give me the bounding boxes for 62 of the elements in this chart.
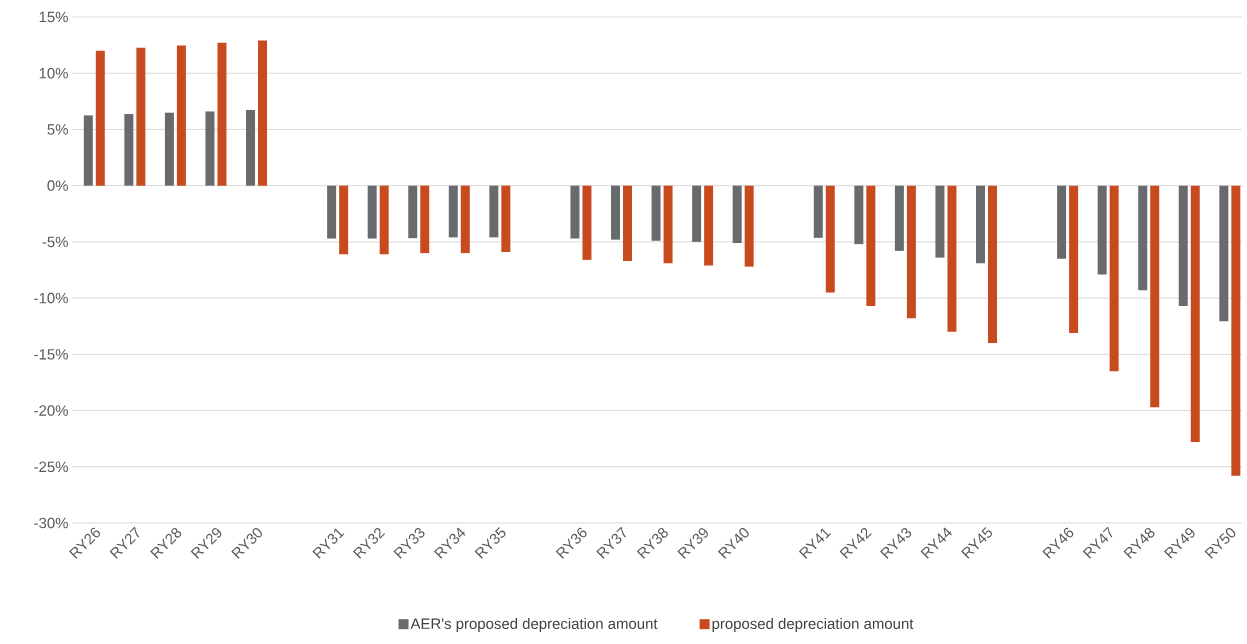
bar: [570, 185, 580, 239]
bar: [1069, 185, 1079, 333]
bar: [367, 185, 377, 239]
bar: [582, 185, 592, 260]
bar: [854, 185, 864, 245]
bar: [136, 47, 146, 186]
y-tick-label: -5%: [42, 236, 68, 248]
legend-label: proposed depreciation amount: [712, 618, 914, 632]
bar: [704, 185, 714, 266]
bar: [744, 185, 754, 267]
bar: [448, 185, 458, 238]
bar: [692, 185, 702, 242]
bar: [176, 45, 186, 186]
bar: [1109, 185, 1119, 372]
bar: [1138, 185, 1148, 291]
bar: [894, 185, 904, 251]
y-tick-label: -20%: [34, 405, 68, 416]
bar: [217, 42, 227, 186]
bar: [663, 185, 673, 264]
bar: [906, 185, 916, 319]
bar: [460, 185, 470, 254]
bar: [258, 40, 268, 186]
bar: [1097, 185, 1107, 275]
bar: [501, 185, 511, 253]
bar: [651, 185, 661, 241]
y-tick-label: -25%: [34, 461, 68, 473]
bar: [1190, 185, 1200, 443]
y-tick-label: 5%: [47, 124, 68, 135]
bar: [988, 185, 997, 344]
bar: [935, 185, 945, 258]
bar: [947, 185, 957, 332]
y-tick-label: -30%: [34, 517, 68, 529]
bar: [1178, 185, 1188, 306]
bar: [83, 115, 93, 186]
legend-label: AER's proposed depreciation amount: [410, 618, 658, 632]
y-tick-label: 10%: [39, 67, 68, 79]
bar: [327, 185, 337, 239]
bar: [164, 112, 174, 186]
bar: [246, 109, 256, 186]
bar: [124, 114, 134, 186]
y-tick-label: -10%: [34, 292, 68, 304]
bar: [379, 185, 389, 255]
bar: [866, 185, 876, 306]
bar: [408, 185, 418, 239]
bar: [205, 111, 215, 186]
y-tick-label: -15%: [34, 349, 68, 360]
bar: [95, 50, 105, 186]
bar: [825, 185, 835, 293]
y-tick-label: 0%: [47, 180, 68, 191]
bar: [813, 185, 823, 238]
bar: [1231, 185, 1241, 476]
bar: [623, 185, 633, 261]
bar: [1150, 185, 1160, 408]
bar: [339, 185, 349, 255]
bar: [611, 185, 621, 240]
bar: [976, 185, 985, 264]
y-tick-label: 15%: [39, 11, 68, 23]
bar: [489, 185, 499, 238]
bar: [732, 185, 742, 244]
bar: [1057, 185, 1067, 259]
bar: [420, 185, 430, 254]
bar: [1219, 185, 1229, 322]
